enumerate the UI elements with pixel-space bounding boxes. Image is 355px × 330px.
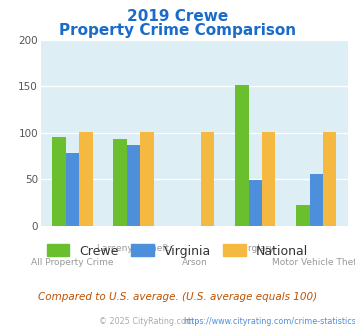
Text: Larceny & Theft: Larceny & Theft [97,244,169,253]
Text: Burglary: Burglary [236,244,274,253]
Bar [323,132,336,226]
Bar [248,181,262,226]
Text: © 2025 CityRating.com -: © 2025 CityRating.com - [99,317,202,326]
Bar [66,153,79,226]
Legend: Crewe, Virginia, National: Crewe, Virginia, National [42,240,313,263]
Bar [235,85,248,226]
Text: 2019 Crewe: 2019 Crewe [127,9,228,24]
Bar [201,132,214,226]
Bar [53,138,66,226]
Bar [113,139,127,226]
Bar [79,132,93,226]
Text: Property Crime Comparison: Property Crime Comparison [59,23,296,38]
Text: Arson: Arson [181,258,207,267]
Text: https://www.cityrating.com/crime-statistics/: https://www.cityrating.com/crime-statist… [183,317,355,326]
Text: All Property Crime: All Property Crime [31,258,114,267]
Text: Compared to U.S. average. (U.S. average equals 100): Compared to U.S. average. (U.S. average … [38,292,317,302]
Bar [262,132,275,226]
Bar [310,174,323,226]
Bar [127,145,140,226]
Bar [296,205,310,226]
Bar [140,132,154,226]
Text: Motor Vehicle Theft: Motor Vehicle Theft [272,258,355,267]
